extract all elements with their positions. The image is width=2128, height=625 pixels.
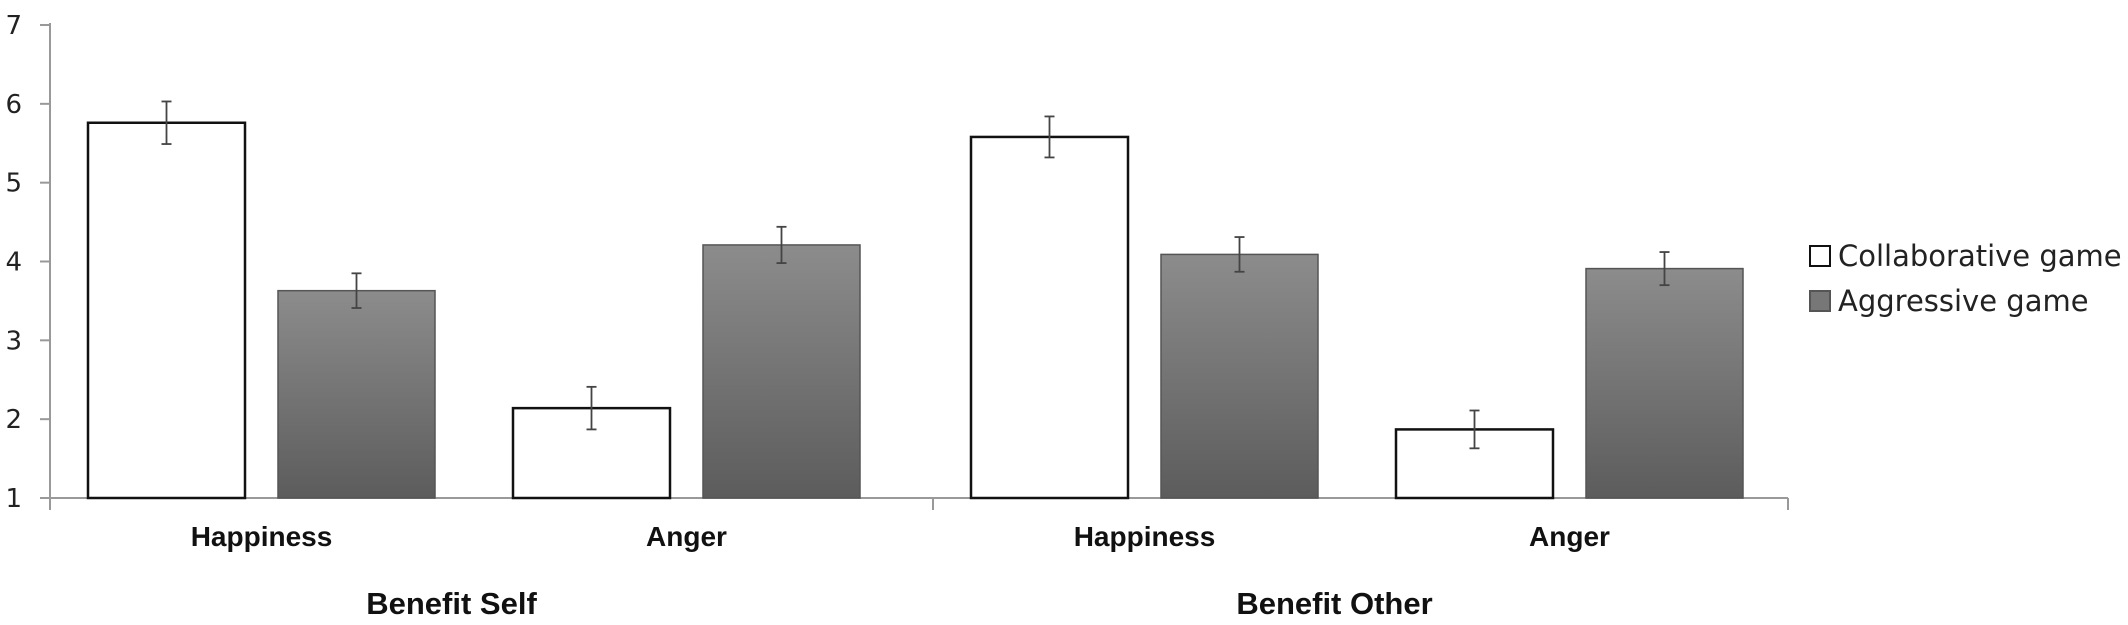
legend-swatch-collaborative [1809, 245, 1831, 267]
bar-aggressive [1585, 267, 1744, 499]
legend: Collaborative game Aggressive game [1809, 239, 2122, 318]
bar-aggressive [277, 289, 436, 499]
category-label: Anger [646, 521, 727, 552]
category-label: Happiness [1074, 521, 1216, 552]
y-tick-label: 7 [5, 11, 22, 41]
legend-swatch-aggressive [1809, 290, 1831, 312]
group-label: Benefit Other [1236, 586, 1432, 621]
y-tick-label: 3 [5, 326, 22, 356]
category-label: Happiness [191, 521, 333, 552]
y-tick-label: 5 [5, 169, 22, 199]
y-tick-label: 2 [5, 405, 22, 435]
bar-aggressive [1160, 253, 1319, 499]
bar-aggressive [702, 244, 861, 499]
y-tick-label: 6 [5, 90, 22, 120]
group-label: Benefit Self [366, 586, 537, 621]
bar-collaborative [86, 121, 247, 500]
bar-collaborative [969, 135, 1130, 500]
legend-label: Aggressive game [1838, 284, 2089, 318]
legend-label: Collaborative game [1838, 239, 2122, 273]
category-label: Anger [1529, 521, 1610, 552]
y-tick-label: 4 [5, 248, 22, 278]
y-tick-label: 1 [5, 484, 22, 514]
